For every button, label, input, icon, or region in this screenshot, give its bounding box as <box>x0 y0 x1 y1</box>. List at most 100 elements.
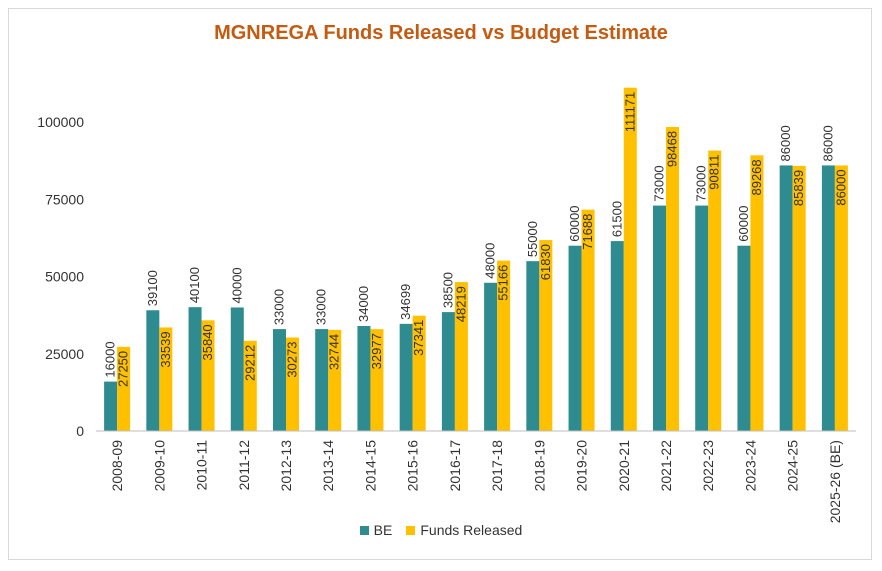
bar-funds-released <box>286 337 299 431</box>
bar-funds-released <box>708 150 722 432</box>
y-tick-label: 0 <box>76 423 84 439</box>
y-tick-label: 50000 <box>45 269 84 285</box>
bar-be <box>779 165 793 431</box>
bar-be <box>188 307 202 431</box>
bar-funds-released <box>750 155 764 431</box>
chart-title: MGNREGA Funds Released vs Budget Estimat… <box>214 22 668 44</box>
bar-funds-released <box>117 346 131 431</box>
data-label-funds-released: 85839 <box>791 170 806 206</box>
data-label-funds-released: 90811 <box>707 155 722 190</box>
data-label-be: 38500 <box>440 272 455 308</box>
x-tick-label: 2015-16 <box>405 440 421 492</box>
x-tick-label: 2020-21 <box>616 440 632 492</box>
bar-funds-released <box>370 329 384 431</box>
bar-funds-released <box>454 282 468 431</box>
data-label-be: 55000 <box>525 221 540 257</box>
x-tick-label: 2011-12 <box>236 440 252 491</box>
chart-legend: BE Funds Released <box>0 522 882 538</box>
bar-funds-released <box>159 327 173 431</box>
x-tick-label: 2017-18 <box>489 440 505 492</box>
x-tick-label: 2014-15 <box>362 440 378 492</box>
data-label-funds-released: 86000 <box>833 169 848 205</box>
legend-item-be: BE <box>359 522 393 538</box>
bar-funds-released <box>581 209 595 431</box>
x-tick-label: 2008-09 <box>109 440 125 492</box>
y-tick-label: 75000 <box>45 191 84 207</box>
data-label-be: 39100 <box>145 270 160 306</box>
data-label-be: 33000 <box>272 289 287 325</box>
data-label-funds-released: 32744 <box>327 334 342 370</box>
data-label-funds-released: 71688 <box>580 214 595 250</box>
bar-be <box>821 165 835 431</box>
data-label-be: 73000 <box>694 165 709 201</box>
bar-be <box>146 310 160 431</box>
bar-be <box>653 205 666 431</box>
data-label-funds-released: 27250 <box>116 351 131 387</box>
data-label-be: 60000 <box>736 206 751 242</box>
bar-be <box>104 381 118 431</box>
x-tick-label: 2012-13 <box>278 440 294 492</box>
data-label-be: 48000 <box>483 243 498 279</box>
legend-label-funds-released: Funds Released <box>420 522 523 538</box>
bar-funds-released <box>834 165 848 431</box>
data-label-be: 86000 <box>820 125 835 161</box>
x-tick-label: 2016-17 <box>447 440 463 492</box>
data-label-be: 33000 <box>314 289 329 325</box>
bar-be <box>568 245 582 431</box>
bar-funds-released <box>666 126 679 431</box>
data-label-be: 40000 <box>229 267 244 303</box>
data-label-be: 40100 <box>187 267 202 303</box>
data-label-funds-released: 35840 <box>200 324 215 360</box>
data-label-be: 86000 <box>778 125 793 161</box>
x-tick-label: 2022-23 <box>700 440 716 492</box>
data-label-funds-released: 37341 <box>411 320 426 356</box>
legend-item-funds-released: Funds Released <box>406 522 522 538</box>
data-label-be: 34000 <box>356 286 371 322</box>
x-tick-label: 2013-14 <box>320 440 336 492</box>
x-tick-label: 2019-20 <box>574 440 590 492</box>
bar-be <box>399 323 413 431</box>
data-label-be: 73000 <box>652 165 667 201</box>
legend-label-be: BE <box>373 522 393 538</box>
data-label-funds-released: 55166 <box>496 265 511 301</box>
bar-be <box>737 245 751 431</box>
bar-funds-released <box>201 320 215 431</box>
data-label-be: 61500 <box>609 201 624 237</box>
chart-frame <box>8 8 872 560</box>
data-label-funds-released: 32977 <box>369 333 384 369</box>
y-tick-label: 25000 <box>45 346 84 362</box>
x-tick-label: 2009-10 <box>151 440 167 492</box>
x-tick-label: 2010-11 <box>194 440 210 491</box>
data-label-funds-released: 61830 <box>538 244 553 280</box>
bar-be <box>230 307 244 431</box>
x-tick-label: 2023-24 <box>742 440 758 492</box>
y-tick-label: 100000 <box>37 114 84 130</box>
x-tick-label: 2021-22 <box>658 440 674 492</box>
bar-be <box>441 312 455 431</box>
bar-be <box>273 329 286 431</box>
data-label-funds-released: 111171 <box>622 92 637 133</box>
data-label-be: 34699 <box>398 284 413 320</box>
data-label-be: 16000 <box>103 341 118 377</box>
bar-funds-released <box>792 165 806 431</box>
bar-funds-released <box>623 87 637 431</box>
bar-be <box>610 241 624 431</box>
legend-swatch-funds-released <box>406 525 416 535</box>
data-label-funds-released: 30273 <box>285 342 300 378</box>
data-label-funds-released: 98468 <box>665 131 680 167</box>
x-tick-label: 2025-26 (BE) <box>827 440 843 523</box>
data-label-funds-released: 48219 <box>453 286 468 322</box>
bar-be <box>526 261 540 431</box>
bar-be <box>484 282 498 431</box>
x-tick-label: 2024-25 <box>785 440 801 492</box>
bar-be <box>315 329 329 431</box>
bar-funds-released <box>497 260 511 431</box>
bar-be <box>695 205 709 431</box>
legend-swatch-be <box>359 525 369 535</box>
data-label-be: 60000 <box>567 206 582 242</box>
x-tick-label: 2018-19 <box>531 440 547 492</box>
bar-funds-released <box>243 340 257 431</box>
bar-funds-released <box>412 315 426 431</box>
bar-funds-released <box>328 329 342 431</box>
